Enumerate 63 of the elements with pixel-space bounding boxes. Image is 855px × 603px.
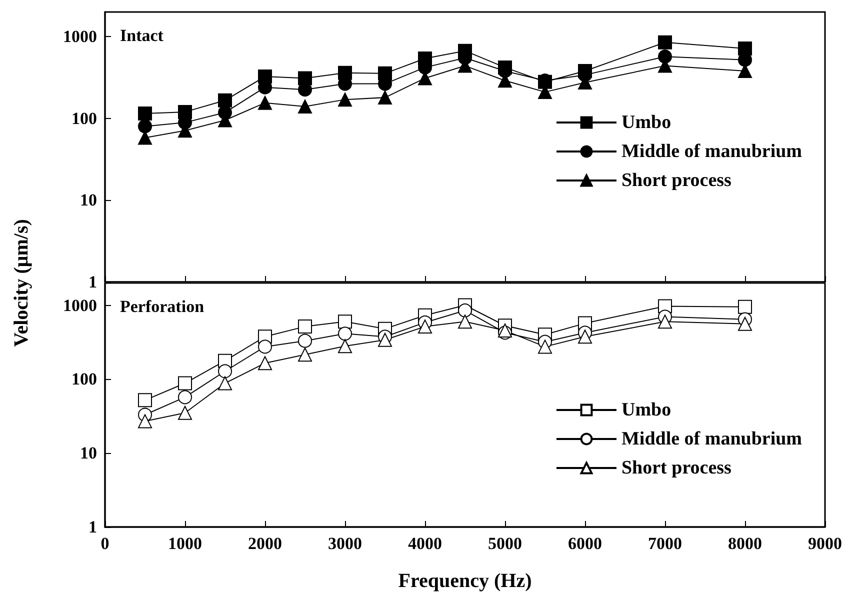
x-axis-title: Frequency (Hz) [398, 570, 532, 592]
point [218, 376, 232, 390]
point [258, 340, 272, 354]
point [458, 314, 472, 329]
point [298, 99, 312, 114]
point [578, 330, 592, 344]
legend-label: Umbo [621, 400, 672, 420]
legend-label: Short process [621, 170, 732, 191]
point [258, 356, 272, 370]
point [738, 42, 752, 56]
x-tick-label: 2000 [248, 534, 282, 553]
y-tick-label: 100 [72, 370, 97, 389]
y-axis-title: Velocity (μm/s) [10, 219, 34, 347]
point [538, 340, 552, 354]
point [138, 393, 152, 408]
legend-label: Umbo [621, 112, 672, 133]
point [298, 348, 312, 362]
point [738, 316, 752, 331]
point [338, 339, 352, 354]
x-tick-label: 0 [100, 534, 110, 553]
point [218, 364, 232, 378]
point [138, 414, 152, 428]
legend-label: Middle of manubrium [621, 141, 802, 162]
x-tick-label: 5000 [488, 534, 522, 553]
point [418, 320, 432, 334]
y-tick-label: 1000 [63, 27, 97, 46]
point [298, 71, 312, 86]
point [658, 50, 672, 64]
point [298, 320, 312, 334]
point [378, 332, 392, 347]
y-tick-label: 1 [88, 272, 97, 292]
point [298, 334, 312, 348]
legend-label: Middle of manubrium [621, 428, 802, 450]
point [338, 314, 352, 329]
point [738, 300, 752, 314]
point [658, 314, 672, 329]
x-tick-label: 8000 [728, 534, 762, 553]
y-tick-label: 10 [80, 444, 97, 463]
x-tick-label: 9000 [808, 534, 842, 553]
point [338, 92, 352, 107]
x-tick-label: 6000 [568, 534, 602, 553]
x-tick-label: 3000 [328, 534, 362, 553]
text: Perforation [120, 297, 205, 316]
y-tick-label: 1 [88, 518, 97, 536]
x-tick-label: 7000 [648, 534, 682, 553]
point [138, 119, 152, 134]
point [218, 93, 232, 108]
legend-label: Short process [621, 458, 732, 478]
point [178, 406, 192, 420]
point [258, 96, 272, 110]
point [138, 106, 152, 120]
x-tick-label: 1000 [168, 534, 202, 553]
point [378, 90, 392, 105]
text: Intact [120, 26, 164, 45]
point [178, 376, 192, 390]
point [658, 35, 672, 50]
y-tick-label: 1000 [63, 296, 97, 315]
point [178, 390, 192, 404]
x-tick-label: 4000 [408, 534, 442, 553]
point [338, 326, 352, 341]
y-tick-label: 100 [72, 108, 97, 128]
point [458, 303, 472, 318]
y-tick-label: 10 [80, 190, 97, 210]
